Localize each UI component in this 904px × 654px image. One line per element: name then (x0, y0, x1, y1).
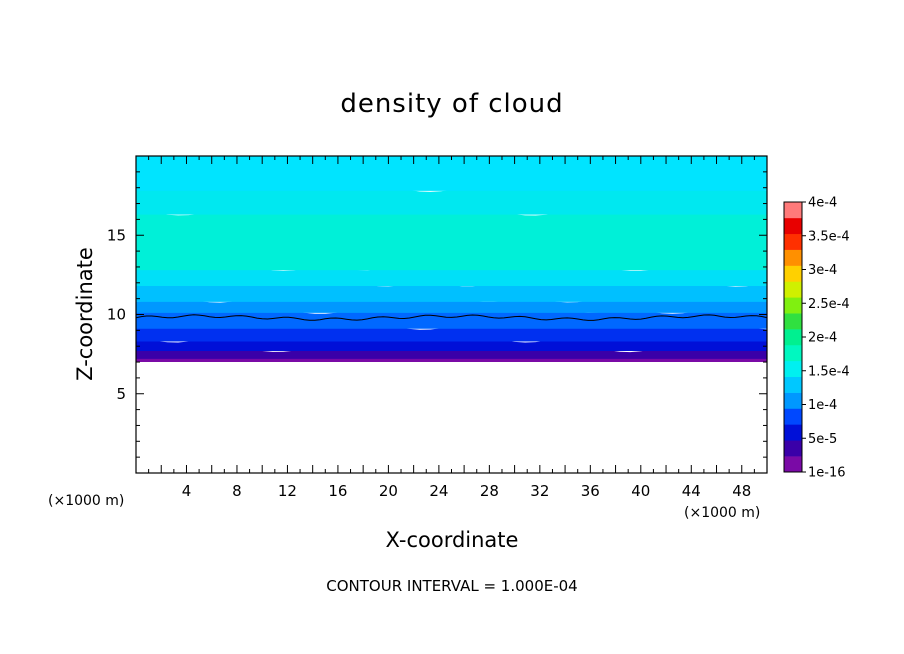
chart-title: density of cloud (340, 89, 563, 119)
x-axis-unit: (×1000 m) (684, 505, 760, 521)
x-tick-label: 44 (682, 482, 701, 500)
colorbar-label: 1.5e-4 (808, 364, 850, 379)
colorbar-label: 1e-4 (808, 398, 837, 413)
z-tick-label: 5 (116, 385, 126, 403)
colorbar-label: 3e-4 (808, 263, 837, 278)
colorbar-label: 1e-16 (808, 466, 846, 481)
x-tick-label: 24 (429, 482, 448, 500)
z-axis-ticks: 5 10 15 (107, 171, 767, 458)
contour-line (135, 314, 768, 321)
colorbar-swatch (784, 297, 802, 314)
x-tick-label: 4 (182, 482, 192, 500)
field-band (136, 183, 767, 215)
field-band (136, 156, 767, 191)
x-axis-label: X-coordinate (386, 528, 519, 552)
colorbar-swatch (784, 440, 802, 457)
colorbar-swatch (784, 265, 802, 282)
colorbar-swatch (784, 329, 802, 346)
colorbar-swatch (784, 456, 802, 473)
field-band (136, 344, 767, 359)
field-band (136, 207, 767, 271)
colorbar-label: 2.5e-4 (808, 297, 850, 312)
colorbar-swatch (784, 202, 802, 219)
colorbar-swatch (784, 313, 802, 330)
colorbar-swatch (784, 249, 802, 266)
x-tick-label: 20 (379, 482, 398, 500)
colorbar-swatch (784, 233, 802, 250)
x-tick-label: 16 (328, 482, 347, 500)
colorbar-label: 3.5e-4 (808, 229, 850, 244)
colorbar-swatch (784, 281, 802, 298)
x-tick-label: 40 (631, 482, 650, 500)
z-axis-unit: (×1000 m) (48, 493, 124, 509)
colorbar-swatch (784, 360, 802, 377)
colorbar: 4e-4 3.5e-4 3e-4 2.5e-4 2e-4 1.5e-4 1e-4 5e-5 1e… (783, 196, 850, 481)
plot-area (135, 156, 768, 363)
x-axis-ticks: 4 8 12 16 20 24 28 32 36 40 44 48 (148, 156, 755, 500)
z-axis-label: Z-coordinate (73, 247, 97, 381)
x-tick-label: 28 (480, 482, 499, 500)
x-tick-label: 8 (232, 482, 242, 500)
colorbar-swatch (784, 344, 802, 362)
colorbar-label: 5e-5 (808, 432, 837, 447)
colorbar-label: 2e-4 (808, 331, 837, 346)
plot-frame (135, 155, 768, 474)
colorbar-swatch (784, 408, 802, 425)
x-tick-label: 36 (581, 482, 600, 500)
colorbar-swatch (784, 376, 802, 393)
x-tick-label: 32 (530, 482, 549, 500)
x-tick-label: 48 (732, 482, 751, 500)
x-tick-label: 12 (278, 482, 297, 500)
z-tick-label: 15 (107, 226, 126, 244)
colorbar-label: 4e-4 (808, 196, 837, 211)
contour-interval-note: CONTOUR INTERVAL = 1.000E-04 (326, 577, 577, 595)
colorbar-swatch (784, 424, 802, 441)
z-tick-label: 10 (107, 306, 126, 324)
colorbar-swatch (784, 217, 802, 235)
colorbar-swatch (784, 392, 802, 409)
